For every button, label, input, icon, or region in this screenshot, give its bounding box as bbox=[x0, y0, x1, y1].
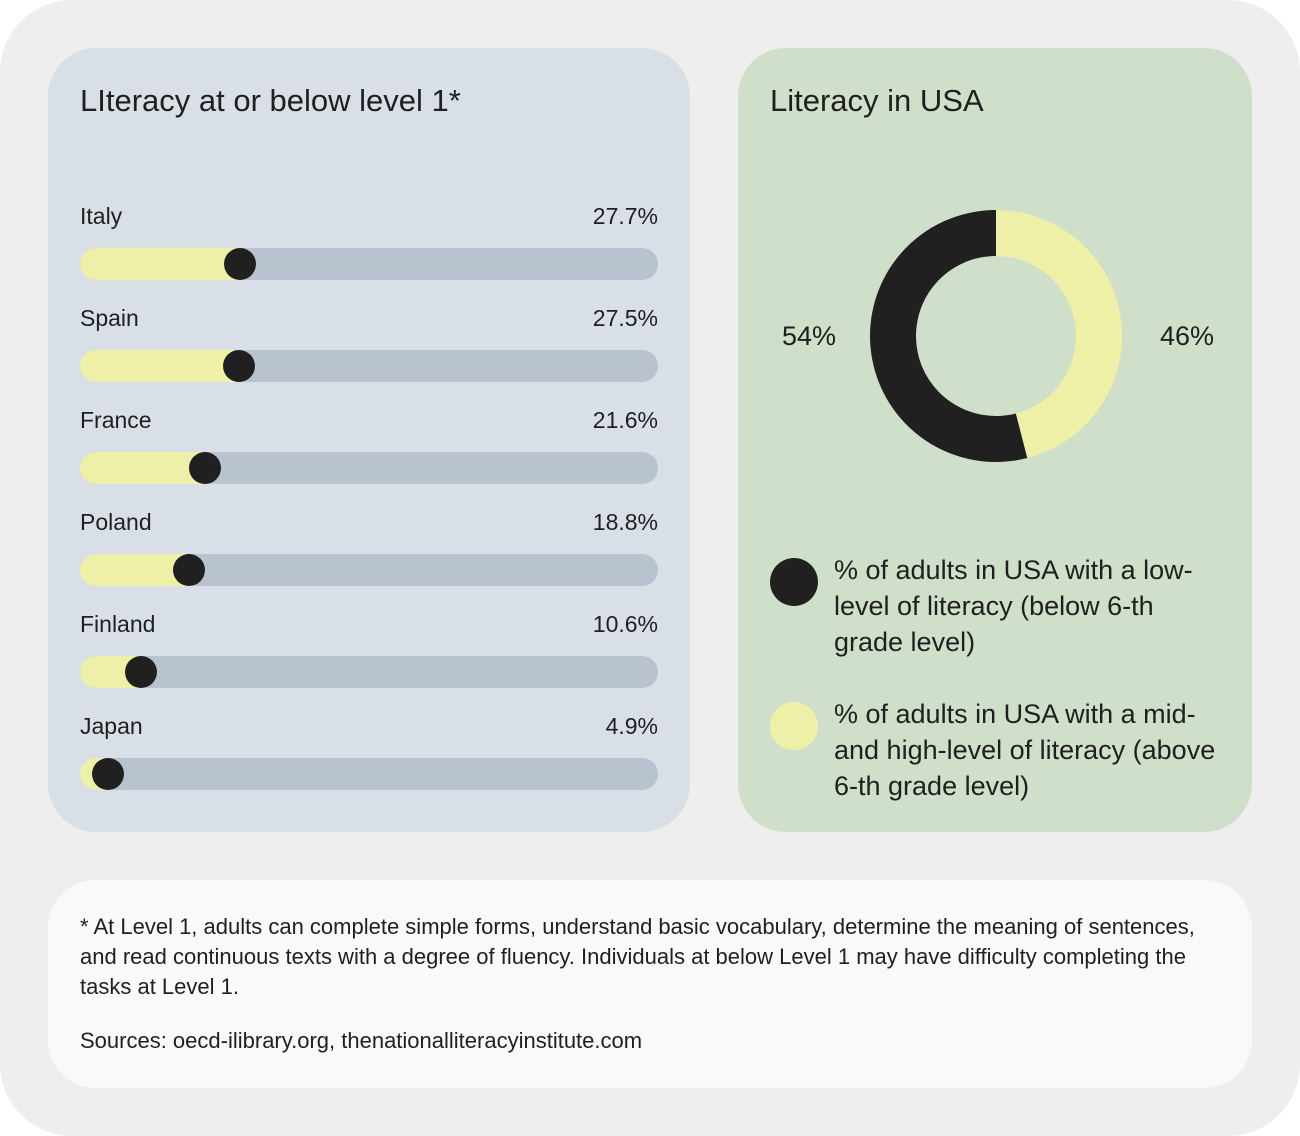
donut-svg bbox=[870, 210, 1122, 462]
bar-value-label: 27.5% bbox=[592, 305, 658, 331]
level1-footnote: * At Level 1, adults can complete simple… bbox=[80, 914, 1195, 999]
bar-value-label: 4.9% bbox=[605, 713, 658, 739]
bar-value-label: 27.7% bbox=[592, 203, 658, 229]
legend-swatch-light bbox=[770, 702, 818, 750]
bar-row-italy: Italy 27.7% bbox=[80, 202, 658, 292]
bar-marker-france bbox=[188, 452, 221, 484]
bar-track bbox=[80, 350, 658, 382]
bar-track bbox=[80, 452, 658, 484]
usa-literacy-donut-chart bbox=[870, 210, 1122, 462]
bar-marker-poland bbox=[172, 554, 205, 586]
bar-marker-italy bbox=[224, 248, 257, 280]
bar-country-label: France bbox=[80, 407, 152, 433]
bar-row-finland: Finland 10.6% bbox=[80, 610, 658, 700]
literacy-level1-title: LIteracy at or below level 1* bbox=[80, 83, 461, 118]
bar-track bbox=[80, 248, 658, 280]
bar-country-label: Italy bbox=[80, 203, 123, 229]
legend-label-high-literacy: % of adults in USA with a mid- and high-… bbox=[834, 699, 1216, 801]
bar-marker-finland bbox=[125, 656, 158, 688]
bar-country-label: Finland bbox=[80, 611, 156, 637]
legend-swatch-dark bbox=[770, 558, 818, 606]
literacy-level1-panel bbox=[48, 48, 690, 832]
bar-track bbox=[80, 758, 658, 790]
donut-slice-low-literacy bbox=[870, 210, 1028, 462]
bar-country-label: Poland bbox=[80, 509, 152, 535]
high-literacy-percent-label: 46% bbox=[1160, 321, 1215, 351]
bar-row-france: France 21.6% bbox=[80, 406, 658, 496]
bar-value-label: 21.6% bbox=[592, 407, 658, 433]
donut-slice-high-literacy bbox=[996, 210, 1122, 459]
bar-value-label: 10.6% bbox=[592, 611, 658, 637]
usa-literacy-title: Literacy in USA bbox=[770, 83, 984, 118]
bar-row-spain: Spain 27.5% bbox=[80, 304, 658, 394]
bar-marker-japan bbox=[92, 758, 125, 790]
bar-track bbox=[80, 656, 658, 688]
bar-country-label: Japan bbox=[80, 713, 143, 739]
bar-marker-spain bbox=[222, 350, 255, 382]
bar-track bbox=[80, 554, 658, 586]
low-literacy-percent-label: 54% bbox=[782, 321, 837, 351]
sources-text: Sources: oecd-ilibrary.org, thenationall… bbox=[80, 1028, 643, 1053]
bar-row-japan: Japan 4.9% bbox=[80, 712, 658, 802]
bar-value-label: 18.8% bbox=[592, 509, 658, 535]
bar-row-poland: Poland 18.8% bbox=[80, 508, 658, 598]
legend-label-low-literacy: % of adults in USA with a low-level of l… bbox=[834, 555, 1193, 657]
bar-country-label: Spain bbox=[80, 305, 139, 331]
footnote-panel bbox=[48, 880, 1252, 1088]
